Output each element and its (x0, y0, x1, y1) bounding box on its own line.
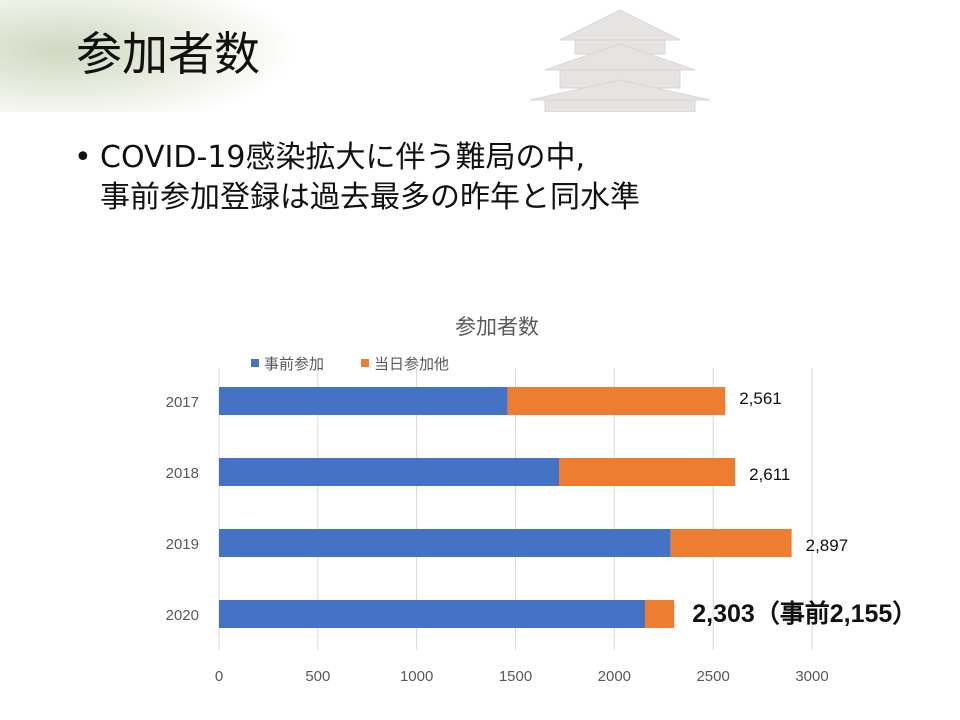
legend-label-pre-registration: 事前参加 (264, 356, 324, 373)
bullet-line-2: 事前参加登録は過去最多の昨年と同水準 (100, 180, 640, 215)
legend-swatch-pre-registration (251, 359, 259, 367)
bar-same-day (507, 387, 726, 415)
castle-background-image (529, 9, 711, 112)
x-tick-label: 0 (215, 668, 223, 685)
bar-pre-registration (219, 529, 671, 557)
bar-same-day (670, 529, 792, 557)
legend-swatch-same-day (361, 359, 369, 367)
total-data-label: 2,611 (749, 465, 790, 484)
chart-labels: 0 500 1000 1500 2000 2500 3000 2017 2,561 2018 2,6… (166, 389, 918, 685)
y-tick-label: 2019 (166, 536, 199, 553)
x-tick-label: 2500 (696, 668, 729, 685)
bullet-dot: • (74, 140, 92, 175)
x-tick-label: 1000 (400, 668, 433, 685)
total-data-label: 2,303（事前2,155） (692, 599, 917, 628)
bar-same-day (558, 458, 736, 486)
bullet-line-1-text: COVID-19感染拡大に伴う難局の中, (100, 140, 586, 175)
foliage-background (0, 0, 300, 112)
chart-bars (219, 387, 792, 628)
total-data-label: 2,897 (806, 536, 849, 555)
x-tick-label: 500 (305, 668, 330, 685)
total-data-label: 2,561 (739, 389, 782, 408)
slide-title: 参加者数 (76, 27, 260, 81)
header-banner (0, 0, 960, 112)
x-tick-label: 1500 (499, 668, 532, 685)
bar-pre-registration (219, 387, 508, 415)
x-tick-label: 3000 (795, 668, 828, 685)
y-tick-label: 2020 (166, 607, 199, 624)
bullet-text: • COVID-19感染拡大に伴う難局の中, 事前参加登録は過去最多の昨年と同水準 (74, 138, 640, 218)
chart-legend: 事前参加 当日参加他 (251, 356, 449, 373)
bullet-line-1: • COVID-19感染拡大に伴う難局の中, (74, 138, 640, 178)
bar-same-day (644, 600, 675, 628)
bar-pre-registration (219, 600, 645, 628)
bar-pre-registration (219, 458, 559, 486)
chart-title: 参加者数 (455, 316, 539, 339)
legend-label-same-day: 当日参加他 (374, 356, 449, 373)
y-tick-label: 2017 (166, 394, 199, 411)
x-tick-label: 2000 (598, 668, 631, 685)
y-tick-label: 2018 (166, 465, 199, 482)
